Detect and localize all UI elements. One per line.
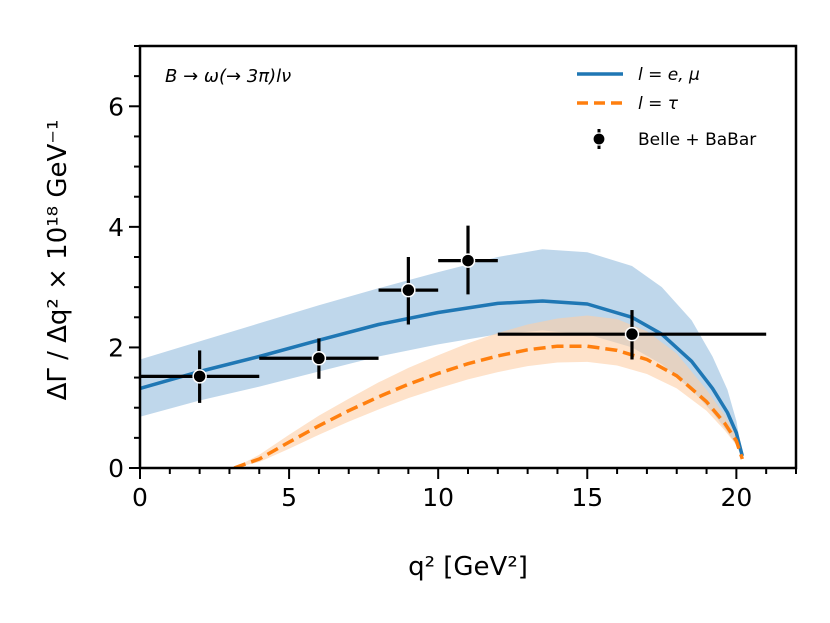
data-marker	[311, 351, 327, 366]
x-tick-label: 10	[422, 483, 454, 512]
y-tick-label: 0	[108, 454, 124, 483]
plot-frame	[138, 44, 798, 470]
theory-curves	[140, 299, 744, 468]
x-axis-label: q² [GeV²]	[408, 552, 528, 582]
data-marker	[460, 253, 476, 268]
x-tick-label: 20	[720, 483, 752, 512]
legend-marker-icon	[592, 132, 606, 146]
y-tick-label: 4	[108, 213, 124, 242]
legend-entry-3: Belle + BaBar	[592, 129, 756, 150]
curve-l-e	[140, 299, 744, 457]
legend: l = e, μ l = τ Belle + BaBar	[577, 65, 756, 150]
legend-label: l = τ	[638, 94, 679, 114]
data-point-1	[140, 350, 260, 403]
legend-entry-1: l = e, μ	[577, 65, 700, 85]
data-marker	[192, 369, 207, 384]
legend-entry-2: l = τ	[577, 94, 679, 114]
process-annotation: B → ω(→ 3π)lν	[165, 66, 291, 87]
axis-ticks: 0 5 10 15 20 0 2 4 6	[108, 45, 797, 512]
band-l	[234, 315, 743, 468]
data-marker	[401, 282, 416, 298]
x-tick-label: 15	[571, 483, 603, 512]
data-point-5	[497, 310, 767, 360]
legend-label: l = e, μ	[638, 65, 700, 85]
data-marker	[624, 326, 640, 342]
y-tick-label: 2	[108, 333, 124, 362]
x-tick-label: 0	[132, 483, 148, 512]
data-point-3	[378, 257, 439, 325]
curve-l	[233, 344, 744, 468]
uncertainty-bands	[140, 249, 743, 468]
band-l-e	[140, 249, 743, 459]
legend-label: Belle + BaBar	[638, 130, 756, 150]
data-point-4	[438, 225, 498, 295]
x-tick-label: 5	[281, 483, 297, 512]
y-tick-label: 6	[108, 92, 124, 121]
data-points	[140, 225, 767, 403]
data-point-2	[259, 338, 379, 379]
y-axis-label: ΔΓ / Δq² × 10¹⁸ GeV⁻¹	[43, 120, 73, 401]
